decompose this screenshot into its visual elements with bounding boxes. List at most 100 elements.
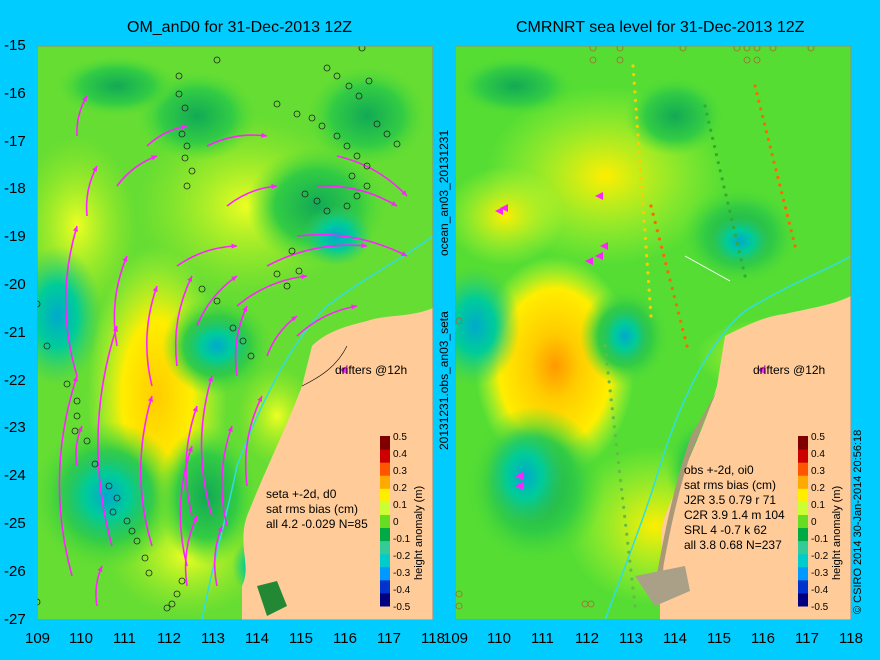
altimetry-track-point bbox=[772, 160, 776, 164]
current-vector-head bbox=[152, 286, 158, 292]
altimetry-track-point bbox=[622, 505, 626, 509]
observation-marker bbox=[363, 162, 371, 170]
altimetry-track-point bbox=[718, 169, 722, 173]
altimetry-track-point bbox=[644, 245, 648, 249]
latitude-tick-label: -16 bbox=[4, 84, 26, 102]
colorbar-swatch bbox=[380, 501, 390, 515]
observation-marker bbox=[373, 120, 381, 128]
colorbar-swatch bbox=[798, 553, 808, 568]
altimetry-track-point bbox=[676, 311, 681, 315]
observation-marker bbox=[589, 46, 597, 52]
current-vector bbox=[146, 285, 158, 387]
observation-marker bbox=[43, 342, 51, 350]
colorbar-tick-label: 0.4 bbox=[393, 449, 407, 460]
altimetry-track-point bbox=[623, 514, 627, 518]
observation-marker bbox=[178, 130, 186, 138]
drifter-track-marker bbox=[600, 242, 608, 250]
colorbar-tick-label: 0.5 bbox=[393, 432, 407, 443]
observation-marker bbox=[183, 182, 191, 190]
latitude-tick-label: -24 bbox=[4, 467, 26, 485]
altimetry-track-point bbox=[614, 443, 618, 447]
current-vector-head bbox=[401, 190, 407, 196]
observation-marker bbox=[587, 600, 595, 608]
current-vector bbox=[244, 395, 263, 487]
colorbar-swatch bbox=[380, 579, 390, 594]
colorbar-tick-label: 0.4 bbox=[811, 449, 825, 460]
observation-marker bbox=[288, 247, 296, 255]
current-vectors-right bbox=[495, 192, 765, 490]
current-vector bbox=[179, 445, 193, 567]
altimetry-track-point bbox=[762, 122, 767, 126]
observation-marker bbox=[141, 554, 149, 562]
observation-marker bbox=[455, 602, 463, 610]
colorbar-swatch bbox=[380, 436, 390, 450]
colorbar-swatch bbox=[380, 540, 390, 555]
altimetry-track-point bbox=[712, 144, 717, 149]
altimetry-track-point bbox=[604, 353, 608, 357]
altimetry-track-point bbox=[635, 124, 639, 128]
observation-marker bbox=[358, 46, 366, 52]
altimetry-track-point bbox=[632, 73, 636, 77]
current-vector-head bbox=[261, 132, 267, 138]
observation-markers-right bbox=[455, 46, 815, 610]
altimetry-track-point bbox=[636, 133, 640, 137]
observation-marker bbox=[183, 142, 191, 150]
altimetry-track-point bbox=[672, 294, 676, 299]
altimetry-track-point bbox=[722, 185, 726, 189]
latitude-tick-label: -22 bbox=[4, 371, 26, 389]
current-vector-head bbox=[187, 276, 192, 282]
colorbar-tick-label: -0.2 bbox=[811, 551, 829, 562]
observation-marker bbox=[323, 64, 331, 72]
colorbar-tick-label: 0 bbox=[393, 517, 399, 528]
altimetry-track-point bbox=[641, 202, 645, 206]
observation-marker bbox=[229, 324, 237, 332]
current-vector bbox=[200, 375, 213, 517]
current-vector-head bbox=[227, 426, 233, 432]
longitude-tick-label: 117 bbox=[795, 630, 819, 647]
current-vector bbox=[296, 305, 358, 337]
altimetry-track-point bbox=[766, 137, 770, 141]
altimetry-track-point bbox=[612, 425, 616, 429]
altimetry-track-point bbox=[739, 258, 743, 262]
longitude-tick-label: 109 bbox=[443, 630, 469, 647]
observation-marker bbox=[175, 72, 183, 80]
altimetry-track-point bbox=[619, 487, 624, 492]
colorbar-swatch bbox=[380, 553, 390, 568]
colorbar-swatch bbox=[798, 592, 808, 607]
altimetry-track-point bbox=[728, 209, 732, 213]
observation-marker bbox=[318, 122, 326, 130]
altimetry-track-point bbox=[785, 213, 789, 218]
current-vector-head bbox=[181, 124, 187, 130]
current-vector bbox=[296, 233, 408, 257]
current-vector bbox=[234, 305, 248, 377]
current-vector bbox=[196, 275, 238, 327]
altimetry-track-point bbox=[668, 278, 672, 282]
observation-marker bbox=[105, 482, 113, 490]
colorbar-tick-label: -0.1 bbox=[393, 534, 411, 545]
observation-marker bbox=[128, 527, 136, 535]
latitude-tick-label: -21 bbox=[4, 323, 26, 341]
altimetry-track-point bbox=[609, 398, 613, 402]
latitude-tick-label: -27 bbox=[4, 610, 26, 628]
altimetry-track-point bbox=[662, 253, 666, 258]
colorbar-swatch bbox=[798, 540, 808, 555]
current-vector bbox=[316, 185, 398, 207]
altimetry-track-point bbox=[620, 496, 625, 501]
altimetry-track-point bbox=[737, 250, 741, 254]
altimetry-track-point bbox=[610, 407, 614, 411]
longitude-tick-label: 112 bbox=[575, 630, 599, 647]
altimetry-track-point bbox=[649, 314, 653, 318]
altimetry-track-point bbox=[755, 92, 759, 96]
observation-marker bbox=[247, 352, 255, 360]
altimetry-track-point bbox=[730, 217, 734, 221]
drifter-track-marker bbox=[515, 482, 523, 490]
altimetry-track-point bbox=[640, 193, 644, 197]
longitude-tick-label: 115 bbox=[289, 630, 313, 647]
observation-marker bbox=[363, 182, 371, 190]
colorbar-tick-label: 0.1 bbox=[811, 500, 825, 511]
altimetry-track-point bbox=[781, 198, 786, 202]
altimetry-track-point bbox=[659, 245, 664, 249]
altimetry-track-point bbox=[791, 236, 795, 240]
altimetry-track-point bbox=[787, 221, 791, 225]
observation-marker bbox=[213, 56, 221, 64]
